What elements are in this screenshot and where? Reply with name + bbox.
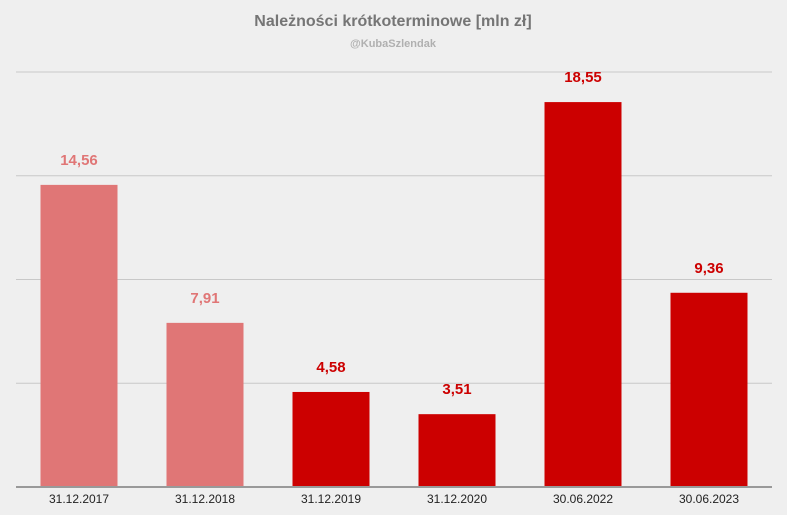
data-label: 4,58 — [316, 359, 345, 376]
bar-31.12.2018 — [166, 322, 244, 487]
bar-30.06.2022 — [544, 102, 622, 488]
data-label: 18,55 — [564, 69, 602, 86]
data-label: 3,51 — [442, 381, 471, 398]
x-tick-label: 31.12.2018 — [175, 492, 235, 506]
chart-subtitle: @KubaSzlendak — [350, 38, 437, 50]
bar-31.12.2020 — [418, 414, 496, 487]
data-label: 9,36 — [694, 260, 723, 277]
data-label: 14,56 — [60, 152, 98, 169]
x-tick-label: 30.06.2023 — [679, 492, 739, 506]
x-tick-label: 31.12.2017 — [49, 492, 109, 506]
x-tick-label: 30.06.2022 — [553, 492, 613, 506]
bar-31.12.2017 — [40, 184, 118, 487]
bar-31.12.2019 — [292, 391, 370, 487]
x-tick-label: 31.12.2019 — [301, 492, 361, 506]
x-tick-label: 31.12.2020 — [427, 492, 487, 506]
bar-30.06.2023 — [670, 292, 748, 487]
chart-title: Należności krótkoterminowe [mln zł] — [254, 13, 531, 30]
data-label: 7,91 — [190, 290, 219, 307]
